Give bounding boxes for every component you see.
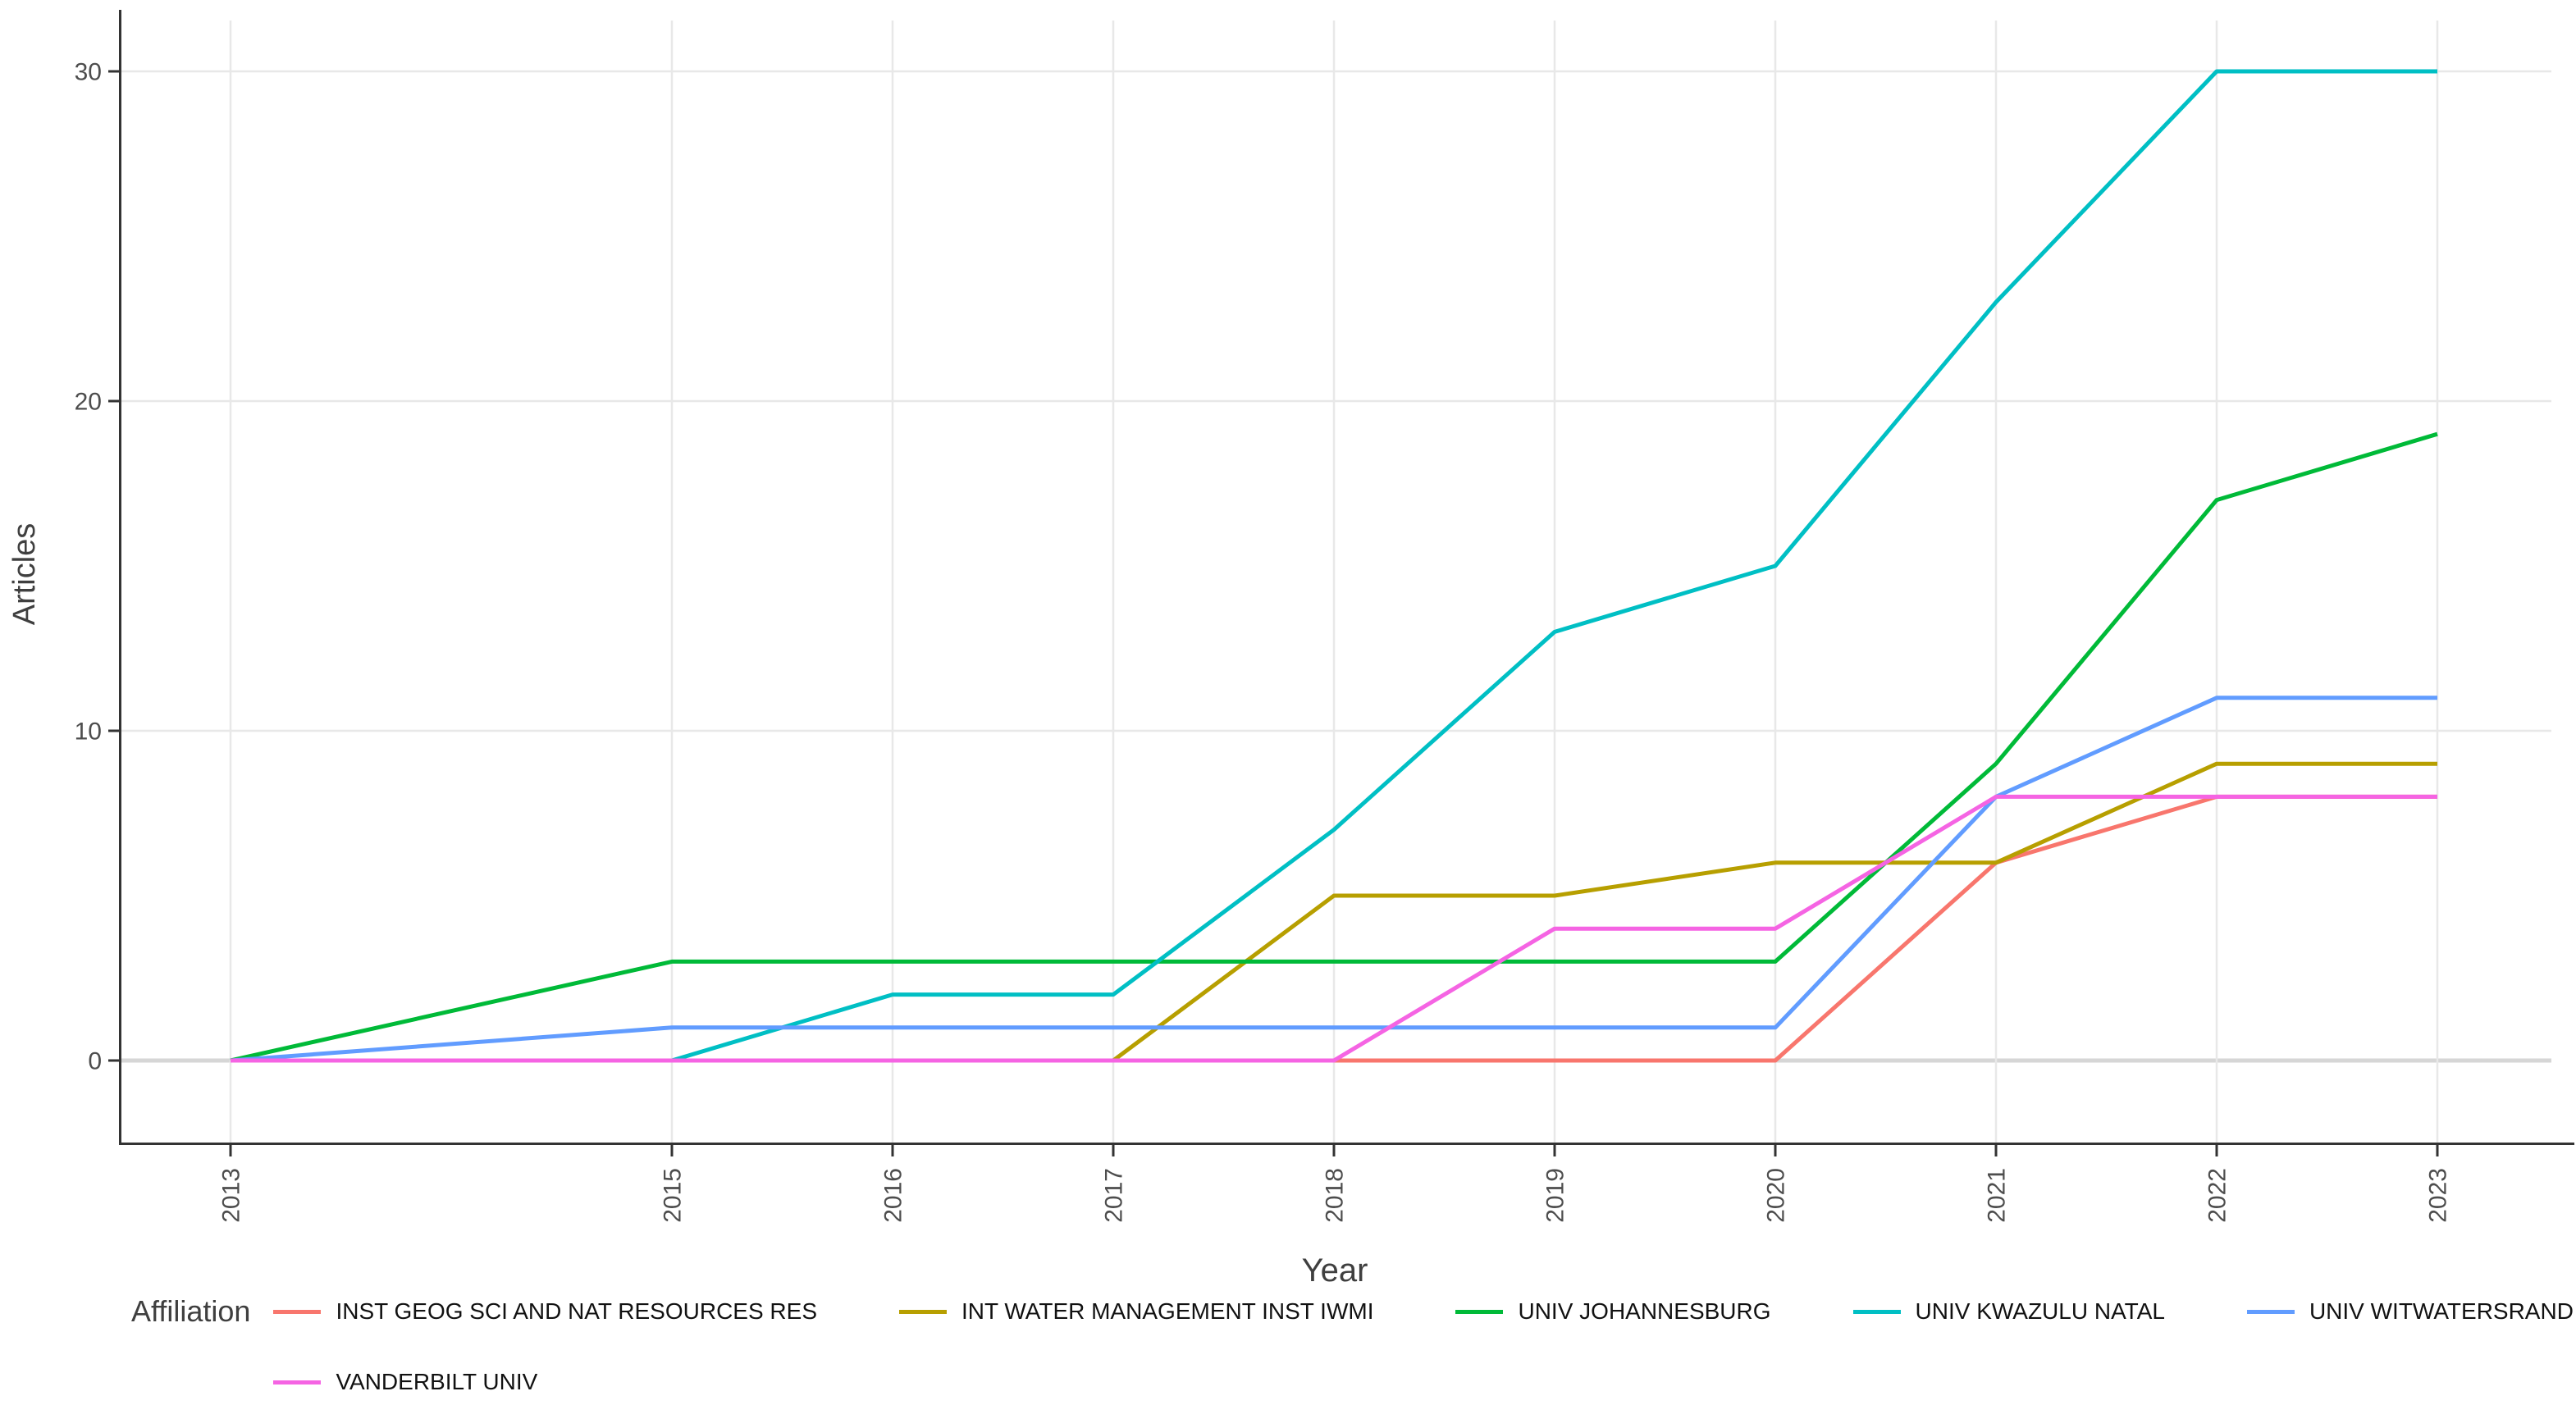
legend-row: Affiliation INST GEOG SCI AND NAT RESOUR…: [131, 1276, 2576, 1347]
gridlines: [120, 21, 2551, 1143]
legend-label: UNIV KWAZULU NATAL: [1915, 1298, 2165, 1324]
legend-label: INT WATER MANAGEMENT INST IWMI: [961, 1298, 1374, 1324]
x-tick-label: 2017: [1101, 1168, 1128, 1223]
legend-color-swatch: [899, 1309, 948, 1314]
series-line-univ-johannesburg: [230, 431, 2438, 1063]
legend-entry: VANDERBILT UNIV: [273, 1369, 537, 1395]
series-line-univ-witwatersrand: [230, 696, 2437, 1063]
y-tick-label: 10: [75, 718, 102, 746]
legend-entry: INST GEOG SCI AND NAT RESOURCES RES: [273, 1298, 817, 1325]
legend-entry: INT WATER MANAGEMENT INST IWMI: [899, 1298, 1373, 1325]
legend-color-swatch: [1455, 1309, 1504, 1314]
series-lines: [230, 69, 2438, 1063]
x-tick-label: 2018: [1322, 1168, 1349, 1223]
x-tick-label: 2022: [2204, 1168, 2231, 1223]
x-tick-label: 2013: [218, 1168, 245, 1223]
legend-color-swatch: [273, 1309, 322, 1314]
y-tick-label: 30: [75, 59, 102, 86]
x-tick-label: 2020: [1763, 1168, 1790, 1223]
legend-color-swatch: [273, 1380, 322, 1384]
legend-label: INST GEOG SCI AND NAT RESOURCES RES: [336, 1298, 818, 1324]
legend-row: Affiliation VANDERBILT UNIV: [131, 1347, 2576, 1405]
legend-label: UNIV JOHANNESBURG: [1518, 1298, 1771, 1324]
x-tick-label: 2016: [880, 1168, 907, 1223]
y-tick-label: 20: [75, 389, 102, 416]
x-tick-label: 2021: [1984, 1168, 2011, 1223]
legend-label: VANDERBILT UNIV: [336, 1369, 538, 1394]
legend: Affiliation INST GEOG SCI AND NAT RESOUR…: [131, 1276, 2576, 1405]
series-line-vanderbilt-univ: [231, 794, 2437, 1063]
legend-label: UNIV WITWATERSRAND: [2309, 1298, 2574, 1324]
axis-ticks: [108, 70, 2439, 1156]
axis-lines: [119, 10, 2574, 1145]
x-tick-label: 2019: [1542, 1168, 1569, 1223]
legend-entry: UNIV JOHANNESBURG: [1455, 1298, 1771, 1325]
x-tick-label: 2015: [660, 1168, 687, 1223]
legend-color-swatch: [2246, 1309, 2295, 1314]
legend-entry: UNIV KWAZULU NATAL: [1852, 1298, 2165, 1325]
x-axis-title: Year: [1302, 1252, 1368, 1288]
x-tick-label: 2023: [2425, 1168, 2452, 1223]
tick-labels: 0 10 20 30 2013 2015 2016 2017 2018 2019 2020 2021 2…: [75, 59, 2452, 1223]
plot-area: 0 10 20 30 2013 2015 2016 2017 2018 2019 2020 2021 2…: [7, 10, 2574, 1288]
legend-color-swatch: [1852, 1309, 1901, 1314]
y-axis-title: Articles: [7, 523, 42, 626]
legend-entry: UNIV WITWATERSRAND: [2246, 1298, 2574, 1325]
y-tick-label: 0: [88, 1048, 102, 1075]
legend-title: Affiliation: [131, 1294, 251, 1328]
